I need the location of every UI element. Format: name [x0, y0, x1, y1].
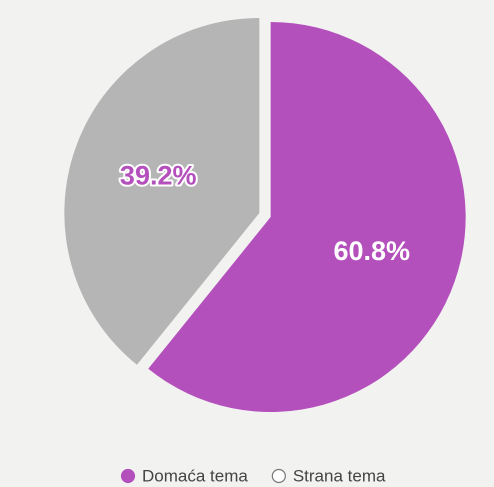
- pie-slice: [64, 18, 260, 365]
- value-label: 39.2%: [120, 160, 197, 190]
- legend-marker: [271, 468, 286, 484]
- pie-slice: [148, 21, 466, 412]
- legend-marker: [120, 468, 136, 484]
- legend-label: Strana tema: [293, 466, 386, 485]
- value-label: 60.8%: [334, 236, 411, 266]
- legend-label: Domaća tema: [142, 466, 248, 485]
